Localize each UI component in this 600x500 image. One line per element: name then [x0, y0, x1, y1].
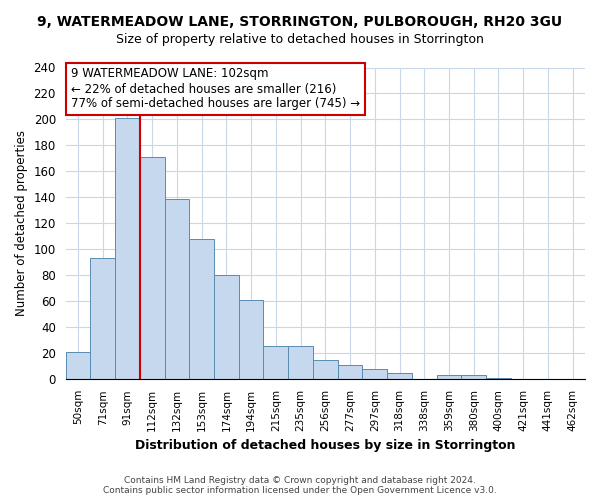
X-axis label: Distribution of detached houses by size in Storrington: Distribution of detached houses by size … [135, 440, 515, 452]
Bar [214, 276, 239, 380]
Bar [91, 258, 115, 380]
Text: 9 WATERMEADOW LANE: 102sqm
← 22% of detached houses are smaller (216)
77% of sem: 9 WATERMEADOW LANE: 102sqm ← 22% of deta… [71, 68, 360, 110]
Y-axis label: Number of detached properties: Number of detached properties [15, 130, 28, 316]
Bar [387, 373, 412, 380]
Bar [115, 118, 140, 380]
Text: Contains HM Land Registry data © Crown copyright and database right 2024.
Contai: Contains HM Land Registry data © Crown c… [103, 476, 497, 495]
Bar [437, 376, 461, 380]
Bar [65, 352, 91, 380]
Bar [338, 365, 362, 380]
Bar [190, 239, 214, 380]
Bar [362, 369, 387, 380]
Text: Size of property relative to detached houses in Storrington: Size of property relative to detached ho… [116, 32, 484, 46]
Bar [313, 360, 338, 380]
Bar [140, 157, 164, 380]
Text: 9, WATERMEADOW LANE, STORRINGTON, PULBOROUGH, RH20 3GU: 9, WATERMEADOW LANE, STORRINGTON, PULBOR… [37, 15, 563, 29]
Bar [486, 378, 511, 380]
Bar [288, 346, 313, 380]
Bar [239, 300, 263, 380]
Bar [164, 198, 190, 380]
Bar [263, 346, 288, 380]
Bar [461, 376, 486, 380]
